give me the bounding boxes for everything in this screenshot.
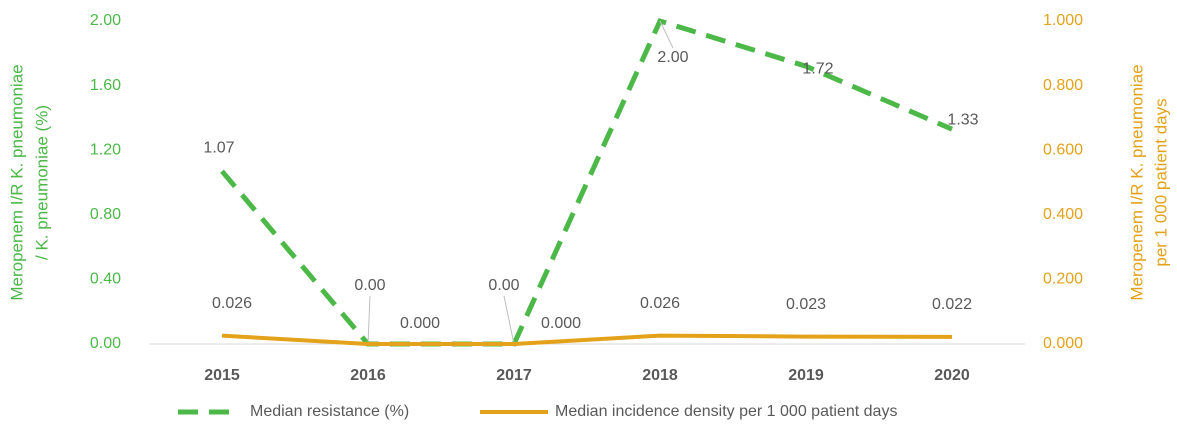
leader-line [659, 20, 674, 49]
y-tick-label: 0.80 [90, 206, 121, 223]
y-axis-title: / K. pneumoniae (%) [32, 105, 51, 260]
data-label: 1.72 [802, 60, 833, 77]
legend-label: Median resistance (%) [250, 403, 409, 420]
x-tick-label: 2017 [496, 367, 532, 384]
y-tick-label: 2.00 [90, 12, 121, 29]
series-line [221, 333, 953, 346]
y-tick-label: 1.60 [90, 77, 121, 94]
data-label: 1.07 [203, 139, 234, 156]
y-axis-title: Meropenem I/R K. pneumoniae [7, 64, 26, 300]
y-tick-label: 1.20 [90, 141, 121, 158]
data-label: 1.33 [947, 111, 978, 128]
data-label: 2.00 [657, 49, 688, 66]
x-tick-label: 2015 [204, 367, 240, 384]
data-label: 0.023 [786, 296, 826, 313]
x-tick-label: 2019 [788, 367, 824, 384]
data-label: 0.000 [541, 315, 581, 332]
leader-line [367, 295, 371, 345]
x-tick-label: 2018 [642, 367, 678, 384]
x-tick-label: 2020 [934, 367, 970, 384]
y2-tick-label: 0.000 [1043, 335, 1083, 352]
data-label: 0.022 [932, 296, 972, 313]
y2-tick-label: 0.800 [1043, 77, 1083, 94]
x-tick-label: 2016 [350, 367, 386, 384]
y2-tick-label: 0.200 [1043, 271, 1083, 288]
y2-tick-label: 0.600 [1043, 141, 1083, 158]
y2-tick-label: 0.400 [1043, 206, 1083, 223]
data-label: 0.00 [354, 277, 385, 294]
y2-axis-title: Meropenem I/R K. pneumoniae [1127, 64, 1146, 300]
data-label: 0.000 [400, 315, 440, 332]
legend-label: Median incidence density per 1 000 patie… [555, 403, 897, 420]
data-label: 0.026 [640, 295, 680, 312]
y2-tick-label: 1.000 [1043, 12, 1083, 29]
y-tick-label: 0.40 [90, 271, 121, 288]
y-tick-label: 0.00 [90, 335, 121, 352]
data-label: 0.00 [488, 277, 519, 294]
series-line [220, 17, 953, 347]
leader-line [503, 295, 515, 345]
data-label: 0.026 [212, 295, 252, 312]
y2-axis-title: per 1 000 patient days [1151, 98, 1170, 266]
